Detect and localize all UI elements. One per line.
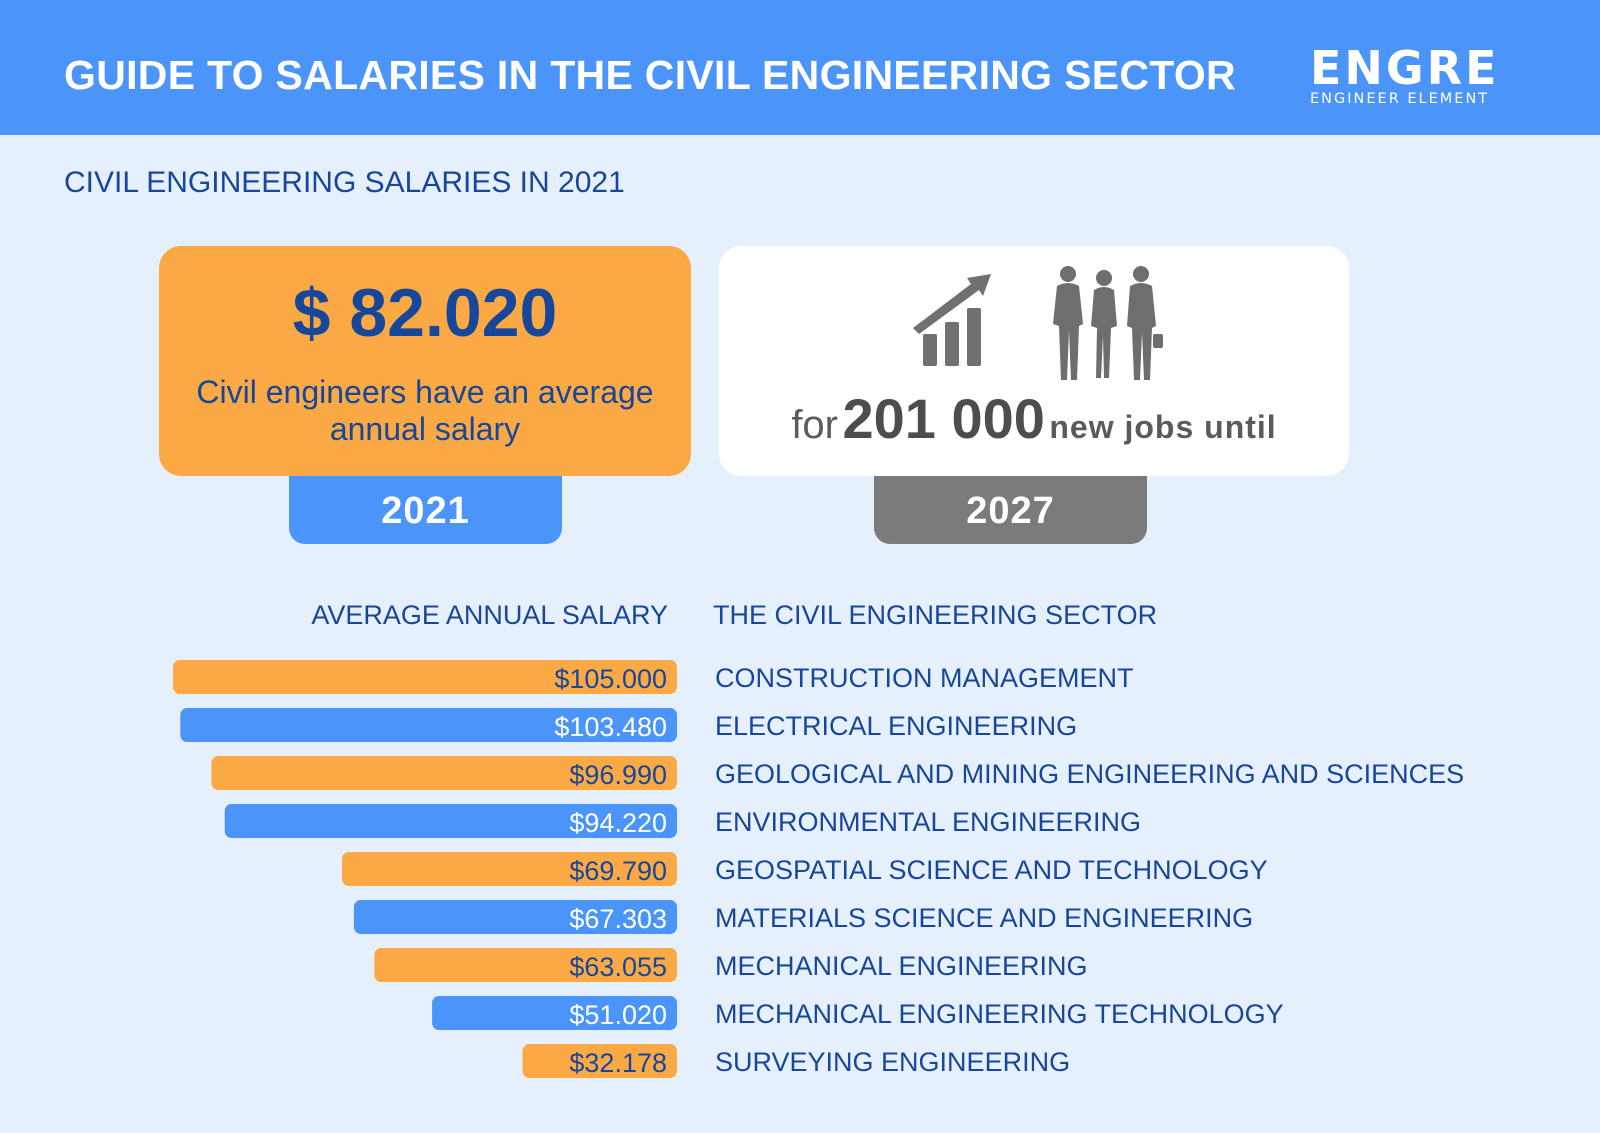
sector-category-label: GEOLOGICAL AND MINING ENGINEERING AND SC… (715, 759, 1464, 789)
salary-bar (522, 1044, 677, 1078)
brand-logo: ENGRE ENGINEER ELEMENT (1310, 41, 1540, 108)
salary-column-header: AVERAGE ANNUAL SALARY (311, 600, 668, 630)
sector-category-label: GEOSPATIAL SCIENCE AND TECHNOLOGY (715, 855, 1268, 885)
sector-category-label: MECHANICAL ENGINEERING TECHNOLOGY (715, 999, 1284, 1029)
sector-category-label: ELECTRICAL ENGINEERING (715, 711, 1077, 741)
growth-chart-icon (913, 274, 991, 366)
year-tab-2027: 2027 (874, 476, 1147, 544)
people-icon (1053, 266, 1163, 380)
salary-bar (432, 996, 677, 1030)
salary-bar (224, 804, 677, 838)
section-subtitle: CIVIL ENGINEERING SALARIES IN 2021 (64, 166, 625, 199)
sector-category-label: ENVIRONMENTAL ENGINEERING (715, 807, 1141, 837)
average-salary-value: $ 82.020 (292, 275, 558, 351)
salary-value-label: $96.990 (569, 760, 667, 790)
sector-category-label: MECHANICAL ENGINEERING (715, 951, 1088, 981)
salary-value-label: $32.178 (569, 1048, 667, 1078)
average-salary-description: Civil engineers have an average annual s… (196, 374, 654, 447)
salary-value-label: $51.020 (569, 1000, 667, 1030)
salary-value-label: $67.303 (569, 904, 667, 934)
salary-value-label: $105.000 (554, 664, 667, 694)
salary-bar (374, 948, 677, 982)
salary-bar (353, 900, 677, 934)
header-banner: GUIDE TO SALARIES IN THE CIVIL ENGINEERI… (0, 0, 1600, 135)
page-title: GUIDE TO SALARIES IN THE CIVIL ENGINEERI… (64, 52, 1236, 98)
salary-bar (180, 708, 678, 742)
salary-stat-card: $ 82.020 Civil engineers have an average… (159, 246, 691, 476)
logo-tagline: ENGINEER ELEMENT (1310, 91, 1490, 107)
sector-category-label: MATERIALS SCIENCE AND ENGINEERING (715, 903, 1253, 933)
salary-bar (173, 660, 677, 694)
jobs-suffix: new jobs until (1049, 409, 1277, 445)
sector-category-label: SURVEYING ENGINEERING (715, 1047, 1070, 1077)
salary-value-label: $103.480 (554, 712, 667, 742)
sector-column-header: THE CIVIL ENGINEERING SECTOR (713, 600, 1158, 630)
jobs-stat-card: for 201 000 new jobs until (719, 246, 1349, 476)
jobs-forecast-text: for 201 000 new jobs until (719, 386, 1349, 451)
salary-value-label: $69.790 (569, 856, 667, 886)
sector-category-label: CONSTRUCTION MANAGEMENT (715, 663, 1134, 693)
jobs-prefix: for (791, 403, 838, 447)
jobs-number: 201 000 (842, 387, 1045, 450)
year-tab-2021: 2021 (289, 476, 562, 544)
salary-value-label: $63.055 (569, 952, 667, 982)
logo-wordmark: ENGRE (1310, 41, 1500, 95)
salary-bar (342, 852, 677, 886)
salary-value-label: $94.220 (569, 808, 667, 838)
salary-bar (211, 756, 677, 790)
